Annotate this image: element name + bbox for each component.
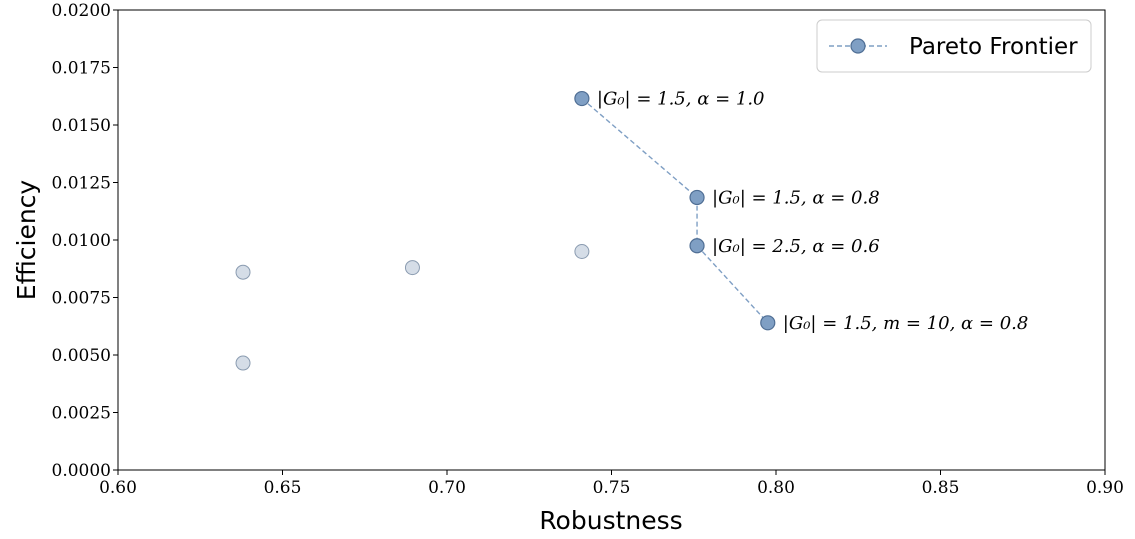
x-tick-label: 0.65 [264,478,302,498]
x-tick-label: 0.80 [757,478,795,498]
pareto-frontier-points [574,90,776,331]
other-points-group [235,244,590,371]
y-tick-label: 0.0100 [52,231,111,251]
y-tick-label: 0.0200 [52,1,111,21]
legend: Pareto Frontier [816,19,1092,73]
x-tick-label: 0.70 [428,478,466,498]
y-axis-title: Efficiency [12,180,41,301]
y-axis-ticks: 0.0000 0.0025 0.0050 0.0075 0.0100 0.0125 0.01… [52,1,118,481]
pareto-frontier-path [581,98,769,324]
dominated-point [574,244,590,259]
y-tick-label: 0.0075 [52,289,111,309]
x-axis-ticks: 0.60 0.65 0.70 0.75 0.80 0.85 0.90 [99,470,1124,498]
x-tick-label: 0.90 [1086,478,1124,498]
legend-marker-sample [850,38,866,54]
dominated-point [404,260,420,276]
y-tick-label: 0.0000 [52,461,111,481]
y-tick-label: 0.0125 [52,174,111,194]
x-tick-label: 0.60 [99,478,137,498]
pareto-frontier-line [581,98,769,324]
pareto-point-annotation: |G₀| = 1.5, α = 0.8 [712,187,880,208]
x-axis-title: Robustness [539,506,682,535]
legend-label-pareto: Pareto Frontier [909,34,1078,60]
y-tick-label: 0.0150 [52,116,111,136]
pareto-point [760,315,776,331]
pareto-point-annotation: |G₀| = 1.5, α = 1.0 [597,89,765,110]
plot-area-frame [117,9,1106,471]
point-annotations: |G₀| = 1.5, α = 1.0 |G₀| = 1.5, α = 0.8 |G… [597,89,1028,334]
dominated-point [235,355,251,371]
x-tick-label: 0.85 [922,478,960,498]
dominated-point [235,264,251,280]
y-tick-label: 0.0025 [52,404,111,424]
y-tick-label: 0.0175 [52,59,111,79]
pareto-point [689,238,705,254]
legend-box [816,19,1092,73]
y-tick-label: 0.0050 [52,346,111,366]
x-tick-label: 0.75 [593,478,631,498]
pareto-point [689,189,705,206]
pareto-point-annotation: |G₀| = 1.5, m = 10, α = 0.8 [783,313,1029,334]
pareto-point [574,90,590,107]
pareto-point-annotation: |G₀| = 2.5, α = 0.6 [712,236,880,257]
